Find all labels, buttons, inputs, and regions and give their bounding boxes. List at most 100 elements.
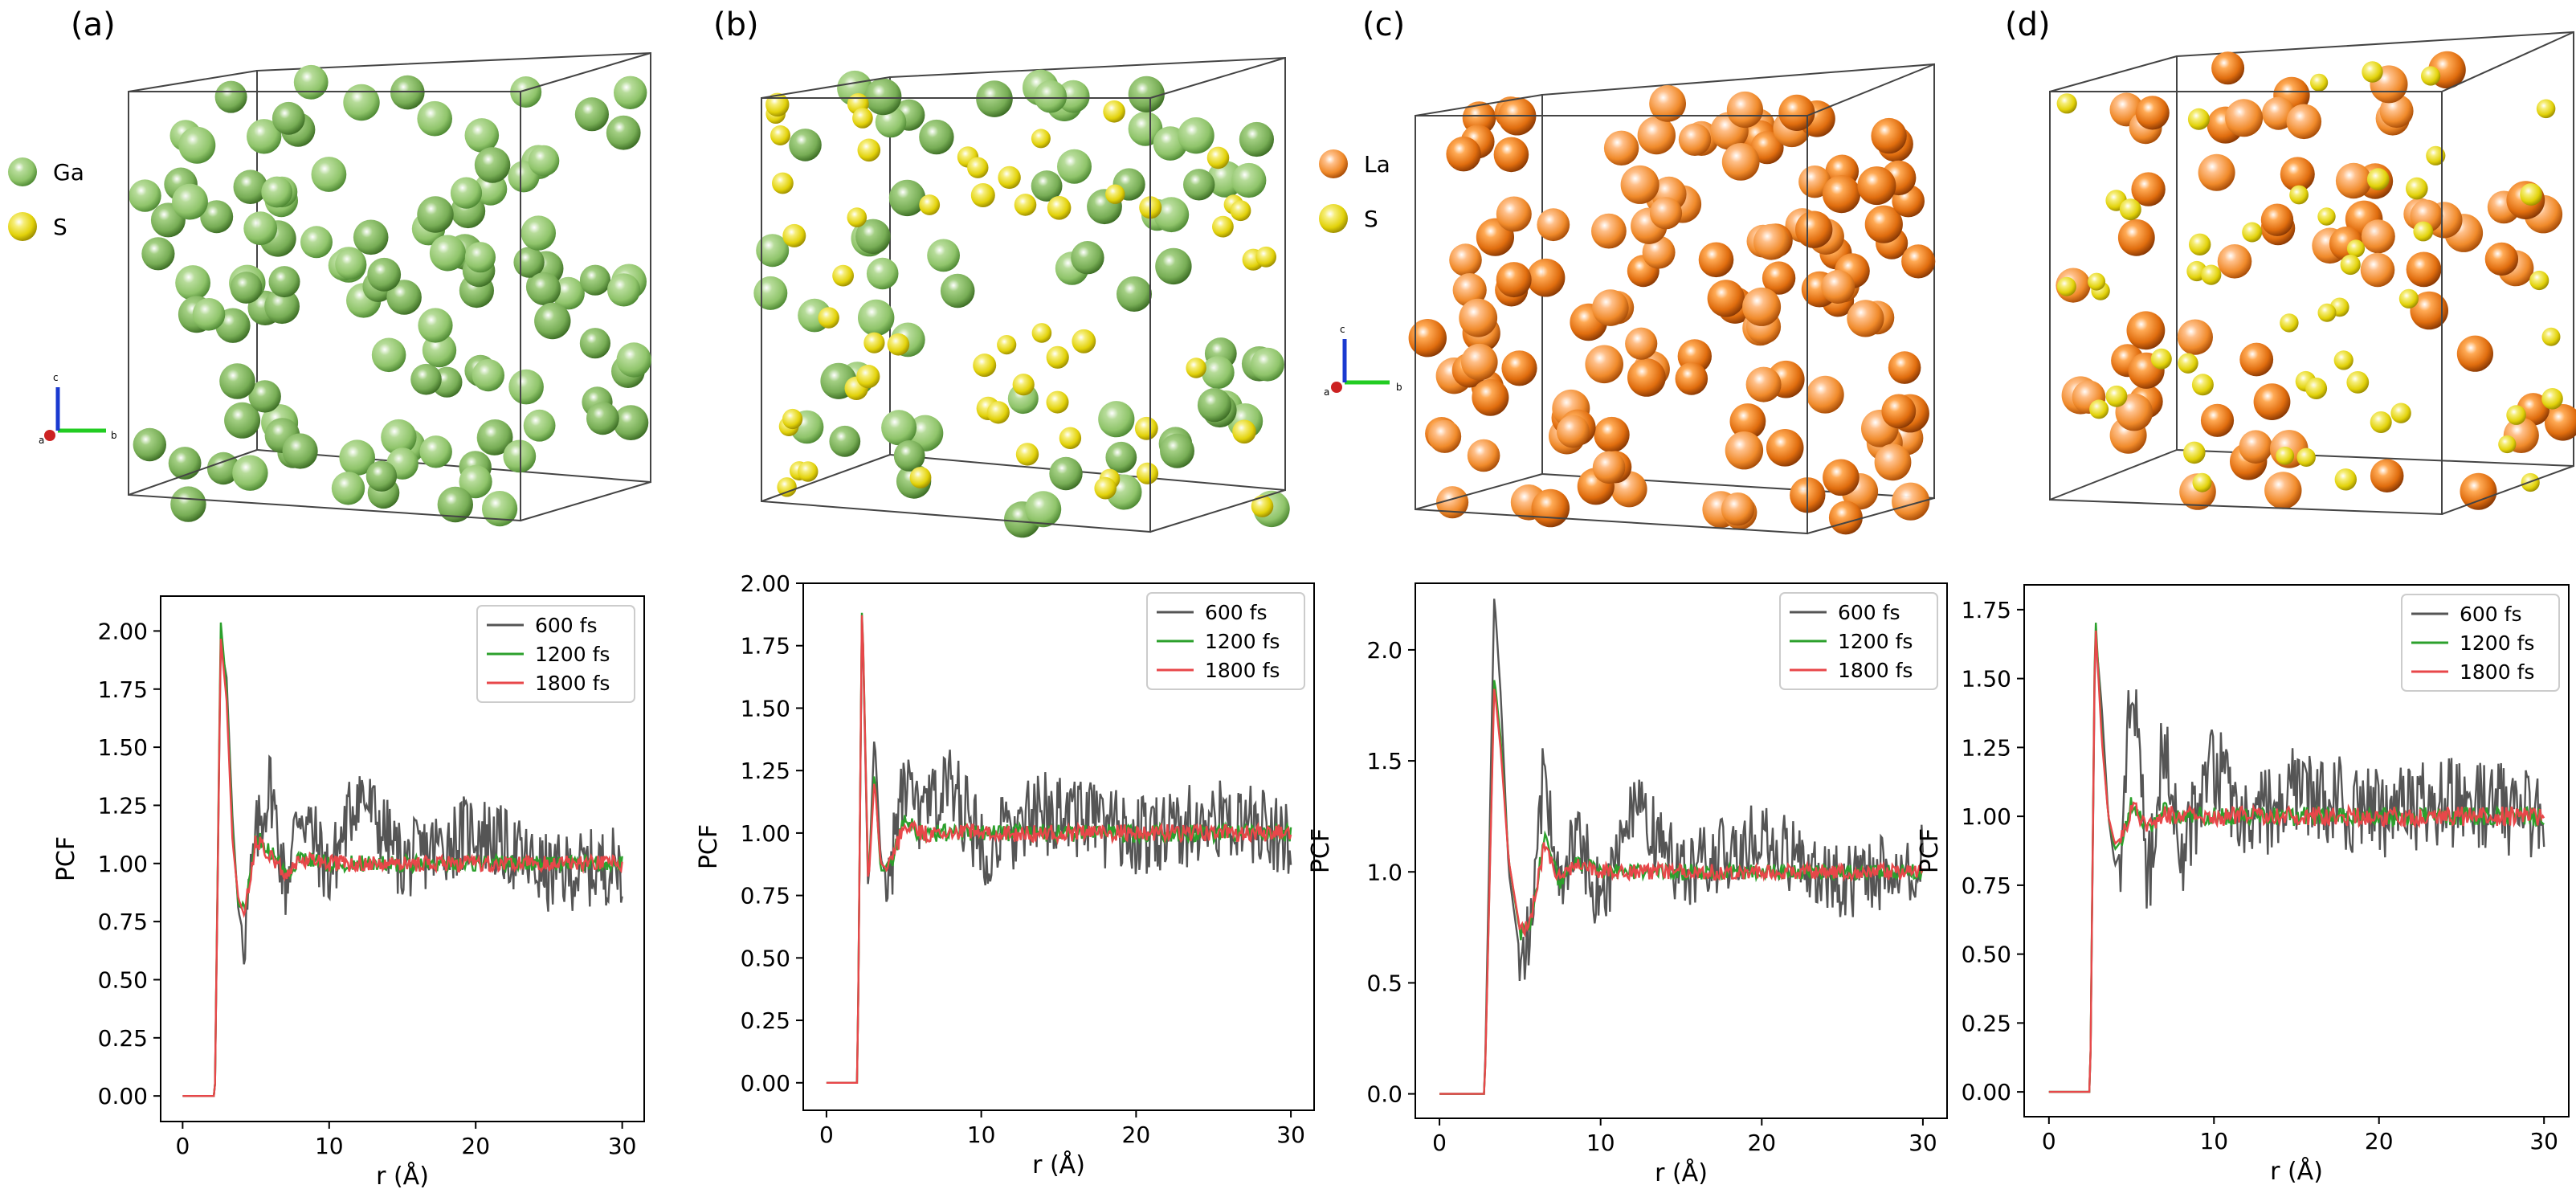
legend-label-ga: Ga	[53, 159, 84, 186]
atom-sphere	[1059, 427, 1082, 449]
atom-sphere	[2421, 66, 2441, 86]
atom-sphere	[858, 299, 895, 337]
x-tick-label: 30	[1909, 1130, 1937, 1156]
atom-sphere	[2413, 221, 2434, 242]
atom-sphere	[2296, 447, 2316, 467]
atom-sphere	[2346, 239, 2366, 258]
atom-sphere	[1625, 327, 1658, 360]
atom-sphere	[986, 401, 1010, 424]
y-tick-label: 0.5	[1366, 970, 1402, 996]
atom-sphere	[133, 427, 166, 462]
atom-sphere	[1105, 441, 1137, 473]
atom-sphere	[331, 472, 365, 505]
atom-sphere	[1025, 491, 1062, 528]
cell-edge	[128, 449, 258, 496]
atom-sphere	[293, 64, 329, 100]
atom-sphere	[437, 486, 473, 523]
structure-panel-a	[128, 51, 651, 527]
series-line-1800-fs	[1439, 688, 1925, 1095]
triad-label-a: a	[1324, 386, 1329, 398]
y-tick-label: 1.25	[98, 792, 148, 819]
atom-sphere	[866, 257, 899, 290]
atom-sphere	[1255, 246, 1276, 268]
atom-sphere	[1071, 241, 1104, 275]
atom-sphere	[1750, 131, 1784, 165]
legend-label-s: S	[1364, 206, 1378, 232]
atom-sphere	[1592, 289, 1629, 326]
atom-sphere	[1806, 375, 1844, 414]
y-tick-label: 0.25	[98, 1025, 148, 1052]
series-line-600-fs	[826, 619, 1292, 1084]
y-tick-label: 0.25	[1962, 1010, 2011, 1036]
atom-sphere	[1014, 194, 1037, 216]
atom-sphere	[847, 207, 868, 227]
atom-sphere	[2536, 99, 2556, 119]
structure-panel-c	[1408, 63, 1936, 535]
atom-sphere	[1452, 273, 1487, 308]
atom-sphere	[2366, 168, 2390, 190]
atom-sphere	[459, 465, 492, 499]
x-tick-label: 10	[967, 1122, 996, 1148]
atom-sphere	[1031, 129, 1051, 149]
atom-sphere	[2333, 350, 2354, 370]
atom-sphere	[1821, 270, 1855, 304]
atom-sphere	[1072, 329, 1096, 353]
atom-sphere	[1828, 501, 1863, 535]
atom-sphere	[1031, 323, 1052, 343]
atom-sphere	[2192, 472, 2212, 492]
atom-sphere	[1742, 287, 1782, 326]
atom-sphere	[2189, 233, 2211, 255]
panel-label-a: (a)	[71, 6, 116, 43]
atom-sphere	[2406, 177, 2428, 200]
y-axis-label: PCF	[52, 836, 80, 881]
y-axis-label: PCF	[695, 824, 723, 869]
chart-legend: 600 fs 1200 fs 1800 fs	[1779, 592, 1938, 690]
atom-sphere	[1153, 197, 1190, 233]
atom-sphere	[2280, 313, 2299, 333]
atom-sphere	[2239, 342, 2274, 377]
structure-panel-d	[2049, 31, 2576, 516]
x-tick-label: 0	[819, 1122, 834, 1148]
atom-sphere	[1049, 456, 1083, 491]
atom-sphere	[1537, 208, 1570, 242]
chart-legend: 600 fs 1200 fs 1800 fs	[1146, 592, 1305, 690]
atom-sphere	[353, 219, 389, 255]
atom-sphere	[2370, 411, 2392, 433]
atom-sphere	[2360, 252, 2395, 288]
atom-sphere	[1556, 415, 1590, 448]
triad-label-b: b	[1396, 382, 1402, 393]
y-tick-label: 1.50	[1962, 666, 2011, 693]
legend-label: 1800 fs	[1205, 659, 1280, 682]
atom-sphere	[170, 486, 206, 522]
atom-sphere	[2498, 435, 2517, 454]
plot-frame	[802, 582, 1315, 1111]
atom-sphere	[1642, 235, 1676, 269]
atom-sphere	[2126, 311, 2166, 350]
atom-sphere	[973, 353, 997, 378]
atom-sphere	[464, 118, 500, 153]
atom-sphere	[1496, 196, 1532, 232]
atom-sphere	[1012, 374, 1035, 396]
atom-sphere	[1047, 195, 1072, 220]
atom-sphere	[2187, 108, 2210, 130]
atom-sphere	[772, 172, 794, 194]
axis-triad-a: c b a	[39, 372, 117, 446]
atom-sphere	[1251, 495, 1274, 517]
chart-legend: 600 fs 1200 fs 1800 fs	[476, 605, 635, 703]
atom-sphere	[1857, 166, 1896, 206]
legend-label: 1200 fs	[1205, 630, 1280, 653]
y-tick-label: 1.75	[1962, 597, 2011, 623]
series-line-1200-fs	[2048, 623, 2545, 1093]
atom-sphere	[175, 265, 210, 300]
y-tick-label: 0.0	[1366, 1081, 1402, 1108]
atom-sphere	[335, 248, 366, 280]
atom-sphere	[261, 176, 293, 208]
atom-sphere	[919, 194, 941, 215]
y-tick-label: 0.75	[1962, 872, 2011, 899]
legend-label: 600 fs	[1205, 601, 1268, 624]
atom-sphere	[857, 138, 881, 162]
series-line-600-fs	[1439, 599, 1925, 1095]
atom-sphere	[2335, 162, 2372, 199]
legend-label: 1200 fs	[535, 643, 610, 666]
series-line-1800-fs	[2048, 630, 2545, 1093]
